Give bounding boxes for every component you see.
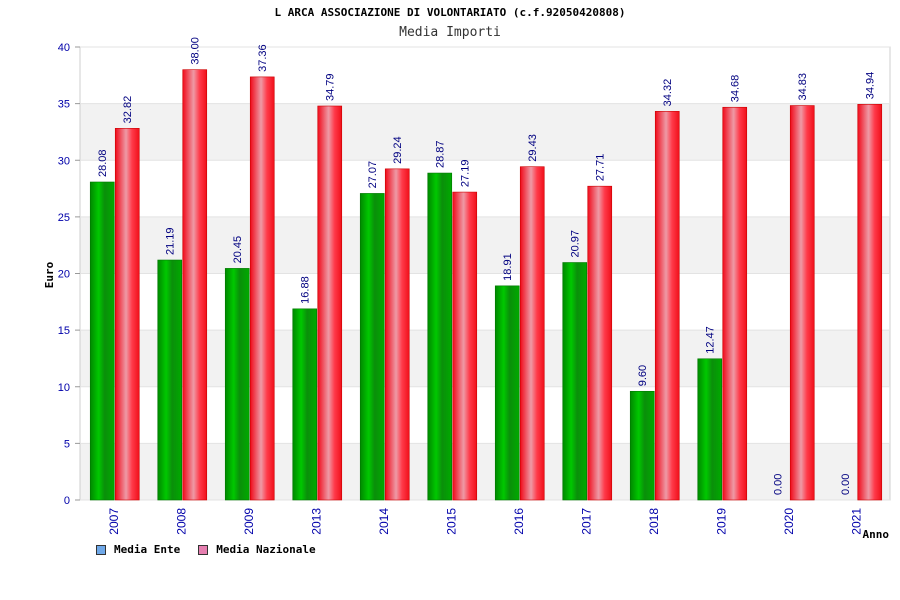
bar-media-nazionale [722,106,748,501]
chart-subtitle: Media Importi [399,25,501,40]
data-label-media-nazionale: 27.71 [595,154,607,182]
data-label-media-nazionale: 37.36 [257,44,269,72]
x-tick-label: 2016 [512,508,526,535]
y-tick-label: 20 [58,269,70,281]
data-label-media-nazionale: 27.19 [460,160,472,188]
data-label-media-ente: 0.00 [772,474,784,495]
legend-item-nazionale: Media Nazionale [198,543,316,556]
bar-media-nazionale [587,185,613,501]
y-tick-label: 15 [58,325,70,337]
legend-label-nazionale: Media Nazionale [216,543,316,556]
bar-media-ente [359,193,385,501]
data-label-media-ente: 16.88 [300,276,312,304]
grid-band [80,216,890,274]
data-label-media-nazionale: 32.82 [122,96,134,124]
x-tick-label: 2021 [849,508,863,535]
y-tick-label: 40 [58,42,70,54]
bar-media-nazionale [857,104,883,501]
bar-media-nazionale [789,105,815,501]
data-label-media-nazionale: 34.68 [730,75,742,103]
bar-media-nazionale [384,168,410,501]
data-label-media-ente: 12.47 [705,326,717,354]
bar-media-nazionale [249,76,275,501]
y-tick-label: 0 [64,495,70,507]
data-label-media-ente: 9.60 [637,365,649,386]
x-tick-label: 2019 [714,508,728,535]
bar-media-ente [494,285,520,501]
data-label-media-ente: 28.08 [97,149,109,177]
bar-media-ente [157,259,183,501]
x-tick-label: 2013 [309,508,323,535]
grid-band [80,386,890,444]
bar-media-ente [697,358,723,501]
data-label-media-ente: 28.87 [435,141,447,169]
x-tick-label: 2009 [242,508,256,535]
y-tick-label: 30 [58,155,70,167]
x-tick-label: 2015 [444,508,458,535]
bar-media-nazionale [519,166,545,501]
legend-swatch-ente [96,544,106,555]
legend-swatch-nazionale [198,544,209,555]
bar-media-ente [224,268,250,501]
legend: Media Ente Media Nazionale [96,543,316,556]
x-tick-label: 2008 [174,508,188,535]
data-label-media-nazionale: 29.43 [527,134,539,162]
grid-band [80,330,890,387]
legend-label-ente: Media Ente [114,543,181,556]
data-label-media-nazionale: 34.79 [325,73,337,101]
x-tick-label: 2014 [377,508,391,535]
legend-item-ente: Media Ente [96,543,180,556]
bar-media-ente [427,172,453,501]
bar-media-ente [292,308,318,501]
data-label-media-ente: 20.97 [570,230,582,258]
chart-title: L ARCA ASSOCIAZIONE DI VOLONTARIATO (c.f… [274,6,626,19]
data-label-media-nazionale: 38.00 [190,37,202,65]
bar-media-nazionale [654,111,680,501]
data-label-media-ente: 27.07 [367,161,379,189]
grid-band [80,160,890,217]
data-label-media-nazionale: 34.94 [865,72,877,100]
grid-band [80,47,890,104]
grid-band [80,103,890,161]
data-label-media-nazionale: 29.24 [392,136,404,164]
data-label-media-ente: 0.00 [840,474,852,495]
grid-band [80,273,890,331]
data-label-media-ente: 21.19 [165,227,177,255]
y-tick-label: 5 [64,438,70,450]
bar-media-ente [89,181,115,501]
y-tick-label: 25 [58,212,70,224]
bar-media-nazionale [114,128,140,501]
data-label-media-nazionale: 34.83 [797,73,809,101]
x-tick-label: 2007 [107,508,121,535]
y-tick-label: 35 [58,99,70,111]
bar-media-ente [629,390,655,501]
x-tick-label: 2020 [782,508,796,535]
bar-media-ente [562,262,588,501]
bar-media-nazionale [182,69,208,501]
bar-media-nazionale [317,105,343,501]
y-axis-label: Euro [43,261,56,288]
data-label-media-ente: 20.45 [232,236,244,264]
grid-band [80,443,890,500]
x-tick-label: 2018 [647,508,661,535]
bar-media-nazionale [452,191,478,501]
x-axis-label: Anno [863,528,890,541]
x-tick-label: 2017 [579,508,593,535]
data-label-media-nazionale: 34.32 [662,79,674,107]
data-label-media-ente: 18.91 [502,253,514,281]
y-tick-label: 10 [58,382,70,394]
